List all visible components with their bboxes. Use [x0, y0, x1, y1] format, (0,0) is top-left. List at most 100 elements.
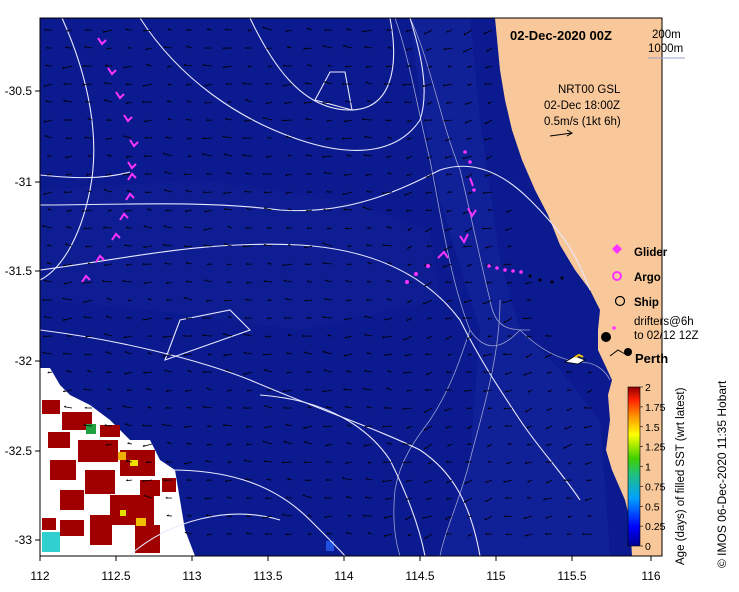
current-arrow [45, 101, 53, 103]
current-arrow-head [124, 351, 127, 353]
current-arrow-head [444, 317, 447, 320]
current-arrow-head [507, 334, 510, 337]
current-arrow-head [446, 371, 449, 374]
current-arrow-head [267, 65, 270, 68]
current-arrow-head [267, 299, 270, 301]
current-arrow [483, 353, 493, 357]
current-arrow-head [107, 154, 110, 157]
current-arrow-head [106, 371, 109, 373]
current-arrow [303, 425, 313, 429]
current-arrow-head [467, 83, 470, 86]
current-arrow [104, 263, 113, 266]
current-arrow-head [346, 263, 349, 266]
current-arrow [164, 46, 173, 49]
current-arrow-head [364, 425, 367, 428]
current-arrow-head [465, 460, 468, 463]
current-arrow [343, 45, 353, 49]
current-arrow-head [322, 242, 325, 244]
current-arrow-head [325, 279, 328, 281]
current-arrow-head [445, 388, 448, 391]
current-arrow-head [127, 442, 130, 444]
current-arrow-head [147, 352, 150, 354]
current-arrow-head [343, 354, 346, 357]
current-arrow-head [366, 405, 369, 408]
current-arrow [206, 388, 213, 391]
current-arrow [282, 83, 293, 87]
current-arrow-head [164, 262, 167, 265]
current-arrow-head [406, 209, 409, 212]
current-arrow-head [324, 28, 327, 31]
current-arrow [286, 371, 293, 374]
current-arrow [362, 29, 373, 33]
current-arrow [484, 137, 493, 141]
current-arrow [263, 460, 273, 463]
current-arrow [505, 227, 513, 231]
current-arrow-head [303, 426, 306, 429]
current-arrow [386, 227, 393, 229]
current-arrow [307, 227, 313, 230]
current-arrow [406, 209, 413, 212]
current-arrow-head [246, 496, 249, 499]
current-arrow-head [307, 190, 310, 193]
current-arrow [202, 64, 213, 67]
current-arrow-head [285, 496, 288, 499]
current-arrow [485, 479, 493, 484]
current-arrow-head [346, 370, 349, 372]
current-arrow-head [107, 388, 110, 391]
current-arrow [407, 137, 413, 140]
current-arrow-head [322, 315, 325, 318]
current-arrow-head [387, 370, 390, 372]
current-arrow-head [166, 460, 169, 463]
current-arrow-head [202, 63, 205, 66]
current-arrow [204, 497, 213, 500]
current-arrow-head [342, 477, 345, 479]
current-arrow [246, 425, 253, 428]
current-arrow-head [462, 316, 465, 319]
current-arrow-head [282, 263, 285, 266]
current-arrow [86, 173, 93, 176]
current-arrow-head [365, 477, 368, 480]
current-arrow-head [322, 390, 325, 393]
current-arrow [443, 47, 453, 50]
current-arrow [384, 317, 393, 321]
current-arrow-head [246, 515, 249, 517]
current-arrow-head [424, 536, 426, 539]
current-arrow [204, 83, 213, 87]
current-arrow [62, 298, 73, 301]
current-arrow [266, 155, 273, 159]
current-arrow-head [145, 461, 149, 463]
current-arrow-head [387, 442, 390, 444]
current-arrow [443, 119, 453, 122]
current-arrow [223, 353, 233, 357]
current-arrow-head [42, 351, 45, 354]
current-arrow [427, 245, 433, 247]
current-arrow-head [226, 443, 229, 446]
current-arrow-head [286, 352, 289, 354]
current-arrow [424, 479, 433, 484]
current-arrow [465, 101, 473, 105]
current-arrow [282, 389, 293, 393]
current-arrow [285, 173, 293, 177]
colorbar [627, 386, 641, 547]
current-arrow [246, 281, 253, 284]
current-arrow-head [523, 373, 526, 376]
current-arrow [484, 173, 493, 177]
current-arrow-head [525, 282, 528, 285]
current-arrow-head [344, 405, 347, 408]
contour-label-200m: 200m [652, 29, 681, 41]
current-arrow [446, 479, 453, 484]
current-arrow-head [305, 209, 308, 212]
current-arrow-head [45, 100, 48, 102]
current-arrow-head [147, 208, 150, 211]
current-arrow-head [482, 227, 485, 230]
current-arrow-head [343, 388, 346, 390]
current-arrow-head [502, 301, 505, 304]
current-arrow-head [204, 101, 207, 104]
current-arrow-head [247, 29, 250, 32]
current-arrow-head [243, 333, 246, 335]
current-arrow-head [343, 173, 346, 176]
current-arrow-head [286, 226, 289, 229]
current-arrow [183, 173, 193, 176]
current-arrow [503, 479, 513, 483]
current-arrow-head [424, 352, 428, 355]
